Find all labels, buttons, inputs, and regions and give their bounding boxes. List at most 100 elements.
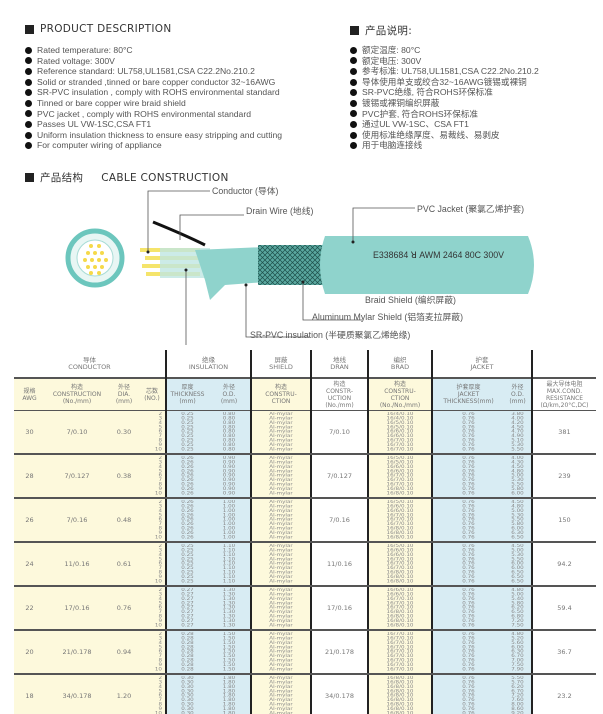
bullet-icon [350,67,357,75]
sub-value: Al-mylar [269,487,293,492]
feature-item: Reference standard: UL758,UL1581,CSA C22… [25,66,282,77]
group-header: 导体 CONDUCTOR [68,355,111,371]
sub-value: 4.70 [511,429,524,435]
feature-item: Passes UL VW-1SC,CSA FT1 [25,119,282,130]
sub-value: 0.30 [181,702,194,708]
sub-value: 0.76 [462,487,475,492]
drain-construction: 7/0.16 [310,498,368,543]
sub-value: 0.26 [181,482,194,488]
sub-value: 5.00 [511,473,524,479]
sub-value: 0.76 [462,491,475,496]
sub-value: 0.25 [181,412,194,417]
sub-value: 1.00 [222,517,236,523]
sub-value: 16/8/0.10 [386,684,414,690]
sub-value: 0.76 [462,548,475,553]
max-resistance: 381 [531,410,596,455]
sub-value: 16/8/0.10 [386,680,414,685]
sub-value: 3 [158,548,162,553]
sub-value: 0.80 [222,443,236,448]
sub-value: 9 [158,619,162,624]
sub-value: Al-mylar [269,491,293,496]
feature-text: 用于电脑连接线 [362,140,423,151]
sub-value: 16/8/0.10 [386,707,414,712]
sub-value: 0.76 [462,434,475,439]
sub-value: 16/7/0.10 [386,522,414,527]
sub-value: 4 [158,420,162,426]
sub-value: Al-mylar [269,654,293,659]
drain-construction: 17/0.16 [310,586,368,631]
sub-value: 0.76 [462,707,475,712]
conductor-dia: 1.20 [109,674,139,714]
sub-value: 0.76 [462,438,475,444]
sub-value: 4.80 [511,469,524,474]
bullet-icon [350,89,357,97]
bullet-icon [350,142,357,150]
sub-value: 6 [158,473,162,479]
sub-value: Al-mylar [269,535,293,540]
column-header: 构造 CONSTRU- CTION [250,377,311,411]
sub-value: 16/8/0.10 [386,693,414,699]
sub-value: 16/7/0.10 [386,658,414,664]
sub-value: 0.76 [462,693,475,699]
sub-value: 1.30 [222,596,236,602]
product-description-cn-heading: 产品说明: [350,23,412,38]
sub-value: 7.20 [511,619,524,624]
sub-value: 0.90 [222,473,236,479]
sub-value: 7.20 [511,693,524,699]
sub-value: 4.50 [511,425,524,430]
feature-item: 导体使用单支或绞合32~16AWG镀锡或裸铜 [350,77,539,88]
sub-value: 0.76 [462,443,475,448]
sub-value: 16/8/0.10 [386,491,414,496]
sub-value: 0.76 [462,420,475,426]
sub-value: 9 [158,487,162,492]
cable-marking: E338684 ꓤ AWM 2464 80C 300V [373,250,504,260]
sub-value: 16/5/0.10 [386,500,414,505]
sub-value: 16/7/0.10 [386,649,414,655]
cable-diagram [65,190,534,345]
bullet-icon [25,46,32,54]
sub-value: Al-mylar [269,632,293,637]
sub-value: 0.28 [181,636,194,641]
sub-value: 0.76 [462,535,475,540]
sub-value: 0.76 [462,658,475,664]
english-feature-list: Rated temperature: 80°C Rated voltage: 30… [25,45,282,151]
sub-value: 16/8/0.10 [386,689,414,694]
conductor-construction: 34/0.178 [45,674,109,714]
sub-value: 16/8/0.10 [386,702,414,708]
sub-value: Al-mylar [269,676,293,681]
sub-value: 1.10 [222,579,236,584]
sub-value: 3.80 [511,412,524,417]
sub-value: 0.80 [222,434,236,439]
sub-value: 4.00 [511,416,524,421]
sub-value: 1.10 [222,570,236,576]
drain-construction: 11/0.16 [310,542,368,587]
sub-value: 10 [154,623,162,628]
sub-value: 9 [158,663,162,668]
feature-item: PVC jacket , comply with ROHS environmen… [25,109,282,120]
feature-text: Solid or stranded ,tinned or bare copper… [37,76,276,87]
sub-value: 0.25 [181,557,194,562]
sub-value: 1.30 [222,610,236,615]
sub-value: 0.90 [222,487,236,492]
sub-value: Al-mylar [269,412,293,417]
sub-value: 5.50 [511,557,524,562]
sub-value: 16/8/0.10 [386,623,414,628]
sub-value: 0.25 [181,544,194,549]
sub-value: Al-mylar [269,522,293,527]
table-row: 30 7/0.10 0.30 2 3 4 5 6 7 8 9 10 0.25 0.25 0.25 0.… [14,410,596,455]
sub-value: 0.76 [462,526,475,532]
sub-value: Al-mylar [269,698,293,703]
feature-text: 额定温度: 80°C [362,45,421,55]
sub-value: 0.76 [462,592,475,597]
sub-value: 0.28 [181,640,194,646]
feature-item: 用于电脑连接线 [350,140,539,151]
heading-text: PRODUCT DESCRIPTION [40,23,172,35]
sub-value: 10 [154,579,162,584]
sub-value: 0.26 [181,473,194,479]
bullet-icon [25,89,32,97]
sub-value: 2 [158,676,162,681]
max-resistance: 150 [531,498,596,543]
sub-value: 16/7/0.10 [386,667,414,672]
table-row: 26 7/0.16 0.48 2 3 4 5 6 7 8 9 10 0.26 0.26 0.26 0.… [14,498,596,543]
label-drain-wire: Drain Wire (地线) [246,206,314,216]
